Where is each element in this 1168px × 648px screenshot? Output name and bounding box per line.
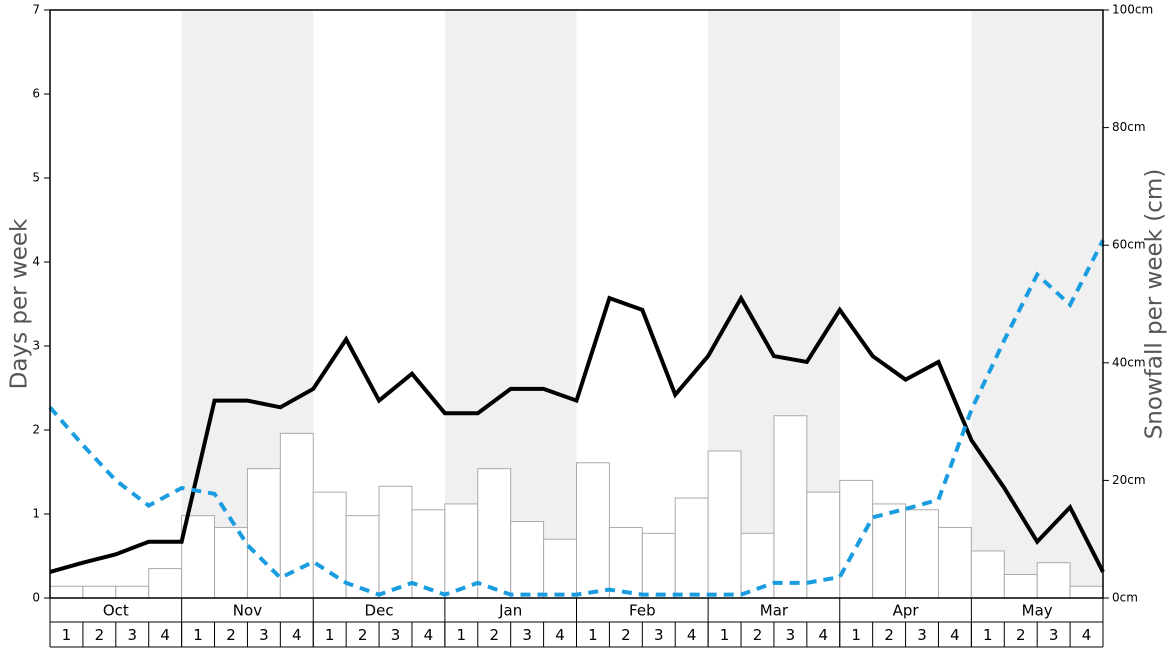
bar	[378, 485, 413, 599]
y2-tick-label: 60cm	[1112, 238, 1146, 252]
week-label: 3	[522, 626, 532, 644]
y-tick-label: 4	[32, 255, 40, 269]
month-label cell: Apr	[893, 602, 920, 620]
week-label: 1	[325, 626, 335, 644]
y2-tick-label: 40cm	[1112, 355, 1146, 369]
y2-tick-label: 100cm	[1112, 3, 1153, 17]
month-label cell: Feb	[629, 602, 656, 620]
week-label: 1	[62, 626, 72, 644]
week-label: 1	[983, 626, 993, 644]
line	[48, 239, 1105, 597]
week-label: 3	[391, 626, 401, 644]
bar	[82, 585, 117, 599]
week-label: 3	[127, 626, 137, 644]
week-label: 2	[489, 626, 499, 644]
bar	[477, 468, 512, 599]
week-label: 1	[193, 626, 203, 644]
bar	[773, 415, 808, 599]
week-label: 4	[160, 626, 170, 644]
y-tick-label: 0	[32, 591, 40, 605]
week-label: 2	[621, 626, 631, 644]
y-tick-label: 1	[32, 507, 40, 521]
week-label: 3	[259, 626, 269, 644]
bar	[1036, 562, 1071, 599]
week-label: 2	[95, 626, 105, 644]
bar	[246, 468, 281, 599]
week-label: 3	[1049, 626, 1059, 644]
bar	[1069, 585, 1104, 599]
week-label: 4	[555, 626, 565, 644]
week-label: 4	[1082, 626, 1092, 644]
week-label: 1	[851, 626, 861, 644]
week-label: 1	[720, 626, 730, 644]
y-tick-label: 2	[32, 423, 40, 437]
month-label cell: Mar	[760, 602, 789, 620]
bar	[970, 550, 1005, 599]
bar	[49, 585, 84, 599]
week-label: 2	[226, 626, 236, 644]
bar	[905, 509, 939, 599]
week-label: 4	[950, 626, 960, 644]
month-label cell: Oct	[103, 602, 129, 620]
week-label: 4	[292, 626, 302, 644]
month-label cell: Nov	[233, 602, 262, 620]
week-label: 3	[917, 626, 927, 644]
bar	[707, 450, 742, 599]
week-label: 1	[457, 626, 467, 644]
y-tick-label: 3	[32, 339, 40, 353]
bar	[576, 462, 610, 599]
y2-tick-label: 80cm	[1112, 120, 1146, 134]
bar	[148, 568, 183, 599]
y-tick-label: 7	[32, 3, 40, 17]
week-label: 3	[786, 626, 796, 644]
bar	[937, 526, 972, 599]
y-tick-label: 5	[32, 171, 40, 185]
y2-tick-label: 20cm	[1112, 473, 1146, 487]
y-tick-label: 6	[32, 87, 40, 101]
bar	[510, 521, 545, 599]
bar	[872, 503, 907, 599]
y2-axis-title: Snowfall per week (cm)	[1142, 169, 1168, 440]
week-label: 2	[358, 626, 368, 644]
month-label cell: Jan	[498, 602, 522, 620]
week-label: 1	[588, 626, 598, 644]
bar	[839, 479, 874, 599]
month-label cell: May	[1022, 602, 1053, 620]
bar	[543, 538, 577, 599]
week-label: 4	[424, 626, 434, 644]
week-label: 4	[687, 626, 697, 644]
bar	[608, 526, 643, 599]
y-axis-title: Days per week	[7, 218, 33, 389]
line	[49, 294, 1105, 574]
week-label: 2	[753, 626, 763, 644]
month-label cell: Dec	[365, 602, 394, 620]
week-label: 4	[819, 626, 829, 644]
bar	[312, 491, 347, 599]
bar	[1003, 573, 1038, 599]
week-label: 2	[1016, 626, 1026, 644]
bar	[115, 585, 150, 599]
week-label: 2	[884, 626, 894, 644]
week-label: 3	[654, 626, 664, 644]
y2-tick-label: 0cm	[1112, 591, 1138, 605]
bar	[674, 497, 709, 599]
month-band	[971, 10, 1103, 598]
bar	[641, 532, 676, 599]
bar	[444, 503, 479, 599]
